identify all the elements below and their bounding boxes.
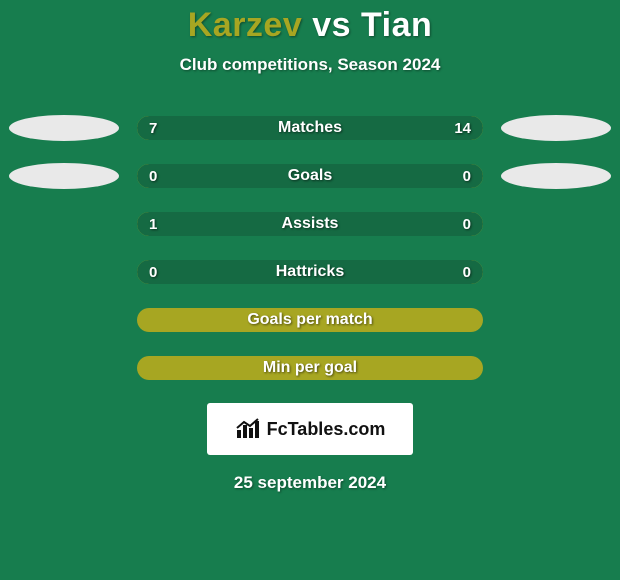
bar-left-fill (137, 260, 310, 284)
brand-chart-icon (235, 418, 261, 440)
pill-slot-right (501, 307, 611, 333)
comparison-card: Karzev vs Tian Club competitions, Season… (0, 0, 620, 580)
stat-bar: 10Assists (137, 212, 483, 236)
stat-row: 10Assists (0, 211, 620, 237)
pill-slot-left (9, 163, 119, 189)
bar-left-fill (137, 164, 310, 188)
stat-row: Min per goal (0, 355, 620, 381)
bar-right-fill (407, 212, 483, 236)
stat-rows: 714Matches 00Goals 10Assists 00Hattricks Goa… (0, 115, 620, 381)
team-pill-right (501, 115, 611, 141)
bar-right-fill (241, 116, 483, 140)
page-title: Karzev vs Tian (0, 6, 620, 45)
stat-label: Goals per match (137, 308, 483, 332)
stat-label: Min per goal (137, 356, 483, 380)
stat-bar: Min per goal (137, 356, 483, 380)
bar-left-fill (137, 116, 241, 140)
team-pill-left (9, 115, 119, 141)
date-label: 25 september 2024 (0, 473, 620, 493)
pill-slot-right (501, 259, 611, 285)
pill-slot-right (501, 211, 611, 237)
stat-bar: Goals per match (137, 308, 483, 332)
player2-name: Tian (361, 6, 432, 44)
pill-slot-right (501, 115, 611, 141)
bar-right-fill (310, 164, 483, 188)
pill-slot-left (9, 355, 119, 381)
pill-slot-left (9, 307, 119, 333)
stat-bar: 00Goals (137, 164, 483, 188)
player1-name: Karzev (188, 6, 303, 44)
pill-slot-left (9, 115, 119, 141)
bar-left-fill (137, 212, 407, 236)
stat-row: 714Matches (0, 115, 620, 141)
stat-row: 00Hattricks (0, 259, 620, 285)
team-pill-right (501, 163, 611, 189)
title-vs: vs (312, 6, 351, 44)
pill-slot-left (9, 211, 119, 237)
pill-slot-left (9, 259, 119, 285)
stat-bar: 714Matches (137, 116, 483, 140)
brand-badge: FcTables.com (207, 403, 413, 455)
pill-slot-right (501, 163, 611, 189)
bar-right-fill (310, 260, 483, 284)
stat-row: 00Goals (0, 163, 620, 189)
stat-bar: 00Hattricks (137, 260, 483, 284)
brand-text: FcTables.com (267, 419, 386, 440)
team-pill-left (9, 163, 119, 189)
subtitle: Club competitions, Season 2024 (0, 55, 620, 75)
stat-row: Goals per match (0, 307, 620, 333)
pill-slot-right (501, 355, 611, 381)
